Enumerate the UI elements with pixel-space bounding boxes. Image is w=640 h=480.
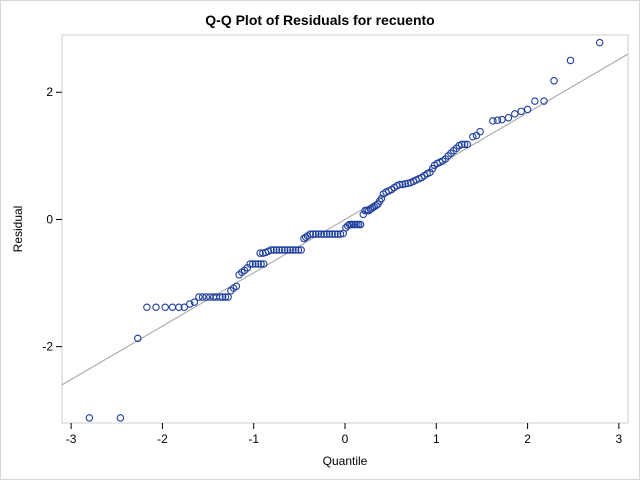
data-point xyxy=(493,116,502,124)
data-point xyxy=(286,246,294,254)
x-tick-label: 2 xyxy=(524,432,531,446)
x-axis-label: Quantile xyxy=(323,454,368,468)
data-point xyxy=(143,303,151,311)
data-point xyxy=(309,230,317,238)
y-axis: -2 0 2 xyxy=(42,85,62,354)
y-axis-label: Residual xyxy=(11,206,25,253)
data-point xyxy=(460,140,469,149)
data-point xyxy=(251,260,260,268)
x-tick-label: 3 xyxy=(616,432,623,446)
chart-title: Q-Q Plot of Residuals for recuento xyxy=(205,12,434,28)
data-point xyxy=(260,260,268,268)
data-point xyxy=(270,246,278,254)
data-point xyxy=(216,293,224,301)
data-point xyxy=(458,140,466,149)
data-point xyxy=(489,117,497,125)
data-point xyxy=(254,260,263,268)
y-tick-label: 0 xyxy=(46,212,53,226)
data-point xyxy=(134,334,142,343)
data-point xyxy=(246,260,254,268)
data-point xyxy=(283,246,292,254)
reference-line-layer xyxy=(61,53,629,386)
data-point xyxy=(232,282,241,290)
y-tick-label: 2 xyxy=(46,85,53,99)
data-point xyxy=(336,230,345,238)
data-point xyxy=(306,230,315,238)
data-point xyxy=(396,180,404,189)
y-tick-label: -2 xyxy=(42,340,53,354)
data-point xyxy=(523,105,532,114)
data-point xyxy=(331,230,339,238)
data-point xyxy=(398,180,407,189)
data-point xyxy=(312,230,320,238)
data-point xyxy=(472,131,481,140)
x-tick-label: 1 xyxy=(433,432,440,446)
x-tick-label: 0 xyxy=(342,432,349,446)
data-point xyxy=(401,180,410,188)
data-point xyxy=(249,260,257,268)
data-point xyxy=(278,246,286,254)
data-point xyxy=(343,222,352,230)
data-point xyxy=(116,414,125,422)
data-point xyxy=(476,127,484,136)
data-point xyxy=(280,246,289,254)
data-point xyxy=(317,230,326,238)
data-point xyxy=(275,246,284,254)
data-point xyxy=(566,56,575,65)
data-point xyxy=(256,249,264,257)
data-point xyxy=(190,298,199,306)
data-point xyxy=(175,303,183,311)
data-point xyxy=(85,414,94,422)
data-point xyxy=(297,246,305,254)
data-point xyxy=(333,230,342,238)
x-tick-label: -3 xyxy=(66,432,77,446)
data-point xyxy=(202,293,210,301)
data-point xyxy=(463,140,472,149)
data-point xyxy=(511,110,519,118)
data-point xyxy=(498,115,506,124)
data-point xyxy=(531,97,539,105)
data-point xyxy=(218,293,227,301)
data-point xyxy=(356,220,365,229)
reference-line xyxy=(61,53,629,386)
x-tick-label: -2 xyxy=(157,432,168,446)
x-tick-label: -1 xyxy=(248,432,259,446)
data-point xyxy=(198,293,207,301)
data-point xyxy=(289,246,297,254)
data-point xyxy=(291,246,300,254)
data-point xyxy=(320,230,328,238)
data-point xyxy=(595,38,604,47)
data-point xyxy=(294,246,303,254)
data-point xyxy=(325,230,334,238)
x-axis: -3 -2 -1 0 1 2 3 xyxy=(66,423,623,446)
data-point xyxy=(504,113,513,122)
plot-area xyxy=(61,34,629,424)
data-point xyxy=(161,303,169,311)
data-point xyxy=(168,303,177,311)
data-point xyxy=(314,230,323,238)
data-point xyxy=(180,303,189,311)
data-point xyxy=(221,293,230,301)
data-point xyxy=(377,194,386,203)
data-point xyxy=(195,293,203,301)
data-point xyxy=(186,300,194,308)
data-point xyxy=(372,201,380,210)
data-point xyxy=(540,97,548,105)
points-layer xyxy=(85,38,604,422)
data-point xyxy=(257,260,265,268)
data-point xyxy=(469,133,477,141)
data-point xyxy=(322,230,331,238)
data-point xyxy=(152,303,160,311)
data-point xyxy=(272,246,281,254)
data-point xyxy=(224,293,232,301)
data-point xyxy=(267,246,275,254)
data-point xyxy=(550,77,558,85)
data-point xyxy=(517,107,525,116)
data-point xyxy=(328,230,336,238)
